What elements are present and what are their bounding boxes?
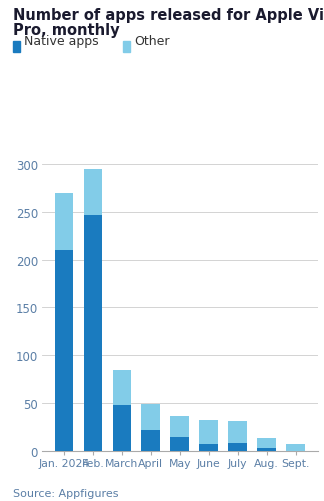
Text: Number of apps released for Apple Vision: Number of apps released for Apple Vision <box>13 8 324 23</box>
Bar <box>84 215 102 451</box>
Bar <box>55 250 74 451</box>
Bar <box>170 437 189 451</box>
Bar <box>257 448 276 451</box>
Bar <box>112 370 131 405</box>
Text: Other: Other <box>134 35 170 48</box>
Bar <box>199 444 218 451</box>
Text: Source: Appfigures: Source: Appfigures <box>13 488 119 498</box>
Bar <box>228 421 247 443</box>
Bar <box>228 443 247 451</box>
Bar <box>84 169 102 215</box>
Bar <box>286 444 305 451</box>
Bar <box>142 430 160 451</box>
Bar <box>170 416 189 437</box>
Text: Pro, monthly: Pro, monthly <box>13 23 120 38</box>
Bar <box>257 438 276 448</box>
Text: Native apps: Native apps <box>24 35 99 48</box>
Bar <box>142 404 160 430</box>
Bar <box>112 405 131 451</box>
Bar <box>199 420 218 444</box>
Bar <box>55 193 74 250</box>
